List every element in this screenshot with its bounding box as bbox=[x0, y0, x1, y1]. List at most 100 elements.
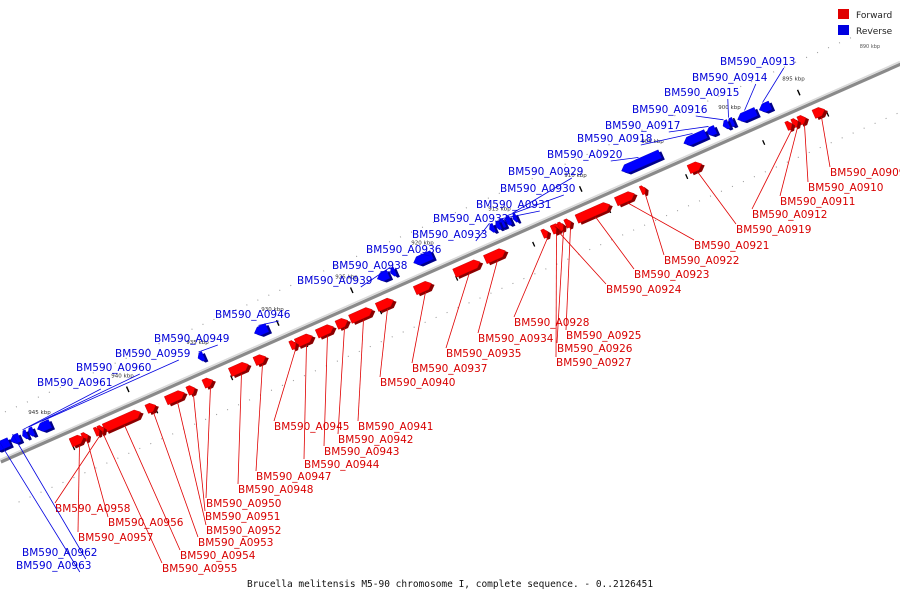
gene-label[interactable]: BM590_A0953 bbox=[198, 537, 273, 549]
gene-arrow[interactable] bbox=[736, 107, 761, 127]
gene-label[interactable]: BM590_A0911 bbox=[780, 196, 855, 208]
gene-label[interactable]: BM590_A0919 bbox=[736, 224, 811, 236]
gene-label[interactable]: BM590_A0956 bbox=[108, 517, 184, 529]
gene-arrow[interactable] bbox=[92, 425, 104, 439]
gene-label[interactable]: BM590_A0929 bbox=[508, 166, 583, 178]
gene-label[interactable]: BM590_A0925 bbox=[566, 330, 641, 342]
gene-label[interactable]: BM590_A0942 bbox=[338, 434, 413, 446]
gene-label[interactable]: BM590_A0961 bbox=[37, 377, 112, 389]
gene-label[interactable]: BM590_A0932 bbox=[433, 213, 508, 225]
gene-label[interactable]: BM590_A0950 bbox=[206, 498, 281, 510]
gene-arrow[interactable] bbox=[511, 212, 522, 225]
gene-label[interactable]: BM590_A0957 bbox=[78, 532, 153, 544]
gene-arrow[interactable] bbox=[334, 315, 353, 331]
gene-label[interactable]: BM590_A0936 bbox=[366, 244, 442, 256]
gene-arrow[interactable] bbox=[483, 246, 510, 266]
gene-label[interactable]: BM590_A0938 bbox=[332, 260, 407, 272]
gene-arrow[interactable] bbox=[375, 269, 394, 285]
gene-label[interactable]: BM590_A0933 bbox=[412, 229, 487, 241]
gene-label[interactable]: BM590_A0955 bbox=[162, 563, 237, 575]
gene-label[interactable]: BM590_A0914 bbox=[692, 72, 768, 84]
gene-label[interactable]: BM590_A0928 bbox=[514, 317, 589, 329]
gene-arrow[interactable] bbox=[549, 223, 561, 237]
gene-arrow[interactable] bbox=[620, 149, 665, 177]
gene-arrow[interactable] bbox=[252, 352, 271, 368]
gene-arrow[interactable] bbox=[790, 116, 803, 130]
gene-arrow[interactable] bbox=[253, 323, 273, 340]
gene-label[interactable]: BM590_A0939 bbox=[297, 275, 372, 287]
gene-arrow[interactable] bbox=[614, 189, 639, 209]
gene-label[interactable]: BM590_A0946 bbox=[215, 309, 291, 321]
gene-arrow[interactable] bbox=[21, 429, 32, 443]
gene-arrow[interactable] bbox=[201, 375, 218, 391]
gene-label[interactable]: BM590_A0930 bbox=[500, 183, 575, 195]
gene-arrow[interactable] bbox=[784, 119, 797, 133]
gene-label[interactable]: BM590_A0912 bbox=[752, 209, 827, 221]
gene-label[interactable]: BM590_A0924 bbox=[606, 284, 682, 296]
gene-label[interactable]: BM590_A0940 bbox=[380, 377, 455, 389]
gene-label[interactable]: BM590_A0935 bbox=[446, 348, 521, 360]
gene-arrow[interactable] bbox=[36, 419, 56, 436]
gene-label[interactable]: BM590_A0923 bbox=[634, 269, 709, 281]
gene-label[interactable]: BM590_A0934 bbox=[478, 333, 554, 345]
gene-label[interactable]: BM590_A0947 bbox=[256, 471, 331, 483]
gene-arrow[interactable] bbox=[721, 119, 734, 133]
gene-arrow[interactable] bbox=[563, 217, 576, 231]
gene-label[interactable]: BM590_A0916 bbox=[632, 104, 708, 116]
gene-arrow[interactable] bbox=[811, 104, 830, 120]
gene-arrow[interactable] bbox=[540, 227, 553, 241]
gene-arrow[interactable] bbox=[8, 432, 25, 448]
gene-arrow[interactable] bbox=[164, 388, 189, 408]
gene-arrow[interactable] bbox=[704, 124, 721, 140]
gene-label[interactable]: BM590_A0960 bbox=[76, 362, 151, 374]
gene-label[interactable]: BM590_A0945 bbox=[274, 421, 349, 433]
gene-arrow[interactable] bbox=[26, 426, 39, 440]
gene-label[interactable]: BM590_A0951 bbox=[205, 511, 280, 523]
gene-arrow[interactable] bbox=[757, 100, 776, 116]
gene-label[interactable]: BM590_A0921 bbox=[694, 240, 769, 252]
gene-arrow[interactable] bbox=[144, 400, 161, 416]
gene-arrow[interactable] bbox=[682, 129, 711, 150]
gene-label[interactable]: BM590_A0944 bbox=[304, 459, 380, 471]
gene-label[interactable]: BM590_A0918 bbox=[577, 133, 652, 145]
gene-arrow[interactable] bbox=[452, 257, 485, 280]
gene-arrow[interactable] bbox=[574, 200, 615, 226]
gene-label[interactable]: BM590_A0915 bbox=[664, 87, 739, 99]
gene-label[interactable]: BM590_A0922 bbox=[664, 255, 739, 267]
gene-label[interactable]: BM590_A0927 bbox=[556, 357, 631, 369]
gene-label[interactable]: BM590_A0909 bbox=[830, 167, 900, 179]
gene-arrow[interactable] bbox=[638, 184, 650, 198]
gene-arrow[interactable] bbox=[686, 159, 707, 176]
gene-label[interactable]: BM590_A0910 bbox=[808, 182, 883, 194]
gene-label[interactable]: BM590_A0958 bbox=[55, 503, 130, 515]
gene-label[interactable]: BM590_A0931 bbox=[476, 199, 551, 211]
gene-arrow[interactable] bbox=[374, 295, 398, 314]
gene-arrow[interactable] bbox=[348, 305, 377, 326]
gene-label[interactable]: BM590_A0962 bbox=[22, 547, 97, 559]
gene-arrow[interactable] bbox=[556, 220, 568, 234]
gene-label[interactable]: BM590_A0913 bbox=[720, 56, 795, 68]
gene-label[interactable]: BM590_A0941 bbox=[358, 421, 433, 433]
gene-label[interactable]: BM590_A0954 bbox=[180, 550, 256, 562]
gene-arrow[interactable] bbox=[314, 322, 338, 341]
gene-arrow[interactable] bbox=[228, 359, 253, 379]
gene-label[interactable]: BM590_A0963 bbox=[16, 560, 91, 572]
gene-label[interactable]: BM590_A0943 bbox=[324, 446, 399, 458]
gene-label[interactable]: BM590_A0949 bbox=[154, 333, 229, 345]
gene-label[interactable]: BM590_A0952 bbox=[206, 525, 281, 537]
gene-arrow[interactable] bbox=[494, 220, 505, 234]
gene-arrow[interactable] bbox=[185, 383, 200, 398]
gene-label[interactable]: BM590_A0926 bbox=[557, 343, 633, 355]
gene-arrow[interactable] bbox=[488, 222, 499, 236]
gene-arrow[interactable] bbox=[412, 278, 436, 297]
gene-arrow[interactable] bbox=[412, 250, 437, 270]
gene-arrow[interactable] bbox=[0, 437, 14, 456]
gene-arrow[interactable] bbox=[288, 338, 301, 352]
gene-label[interactable]: BM590_A0948 bbox=[238, 484, 313, 496]
gene-label[interactable]: BM590_A0920 bbox=[547, 149, 622, 161]
gene-label[interactable]: BM590_A0959 bbox=[115, 348, 190, 360]
gene-label[interactable]: BM590_A0917 bbox=[605, 120, 680, 132]
gene-label[interactable]: BM590_A0937 bbox=[412, 363, 487, 375]
gene-arrow[interactable] bbox=[68, 432, 89, 449]
gene-arrow[interactable] bbox=[196, 351, 209, 365]
